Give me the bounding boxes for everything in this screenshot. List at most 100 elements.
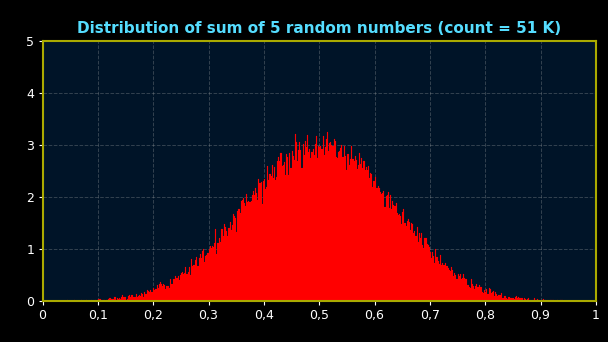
Bar <box>313 148 314 301</box>
Bar <box>226 231 227 301</box>
Bar <box>473 286 474 301</box>
Bar <box>183 274 184 301</box>
Bar <box>86 300 87 301</box>
Bar <box>482 292 483 301</box>
Bar <box>139 295 140 301</box>
Bar <box>91 300 92 301</box>
Bar <box>141 293 142 301</box>
Bar <box>126 300 128 301</box>
Bar <box>142 294 143 301</box>
Bar <box>287 157 288 301</box>
Bar <box>398 215 399 301</box>
Bar <box>447 268 449 301</box>
Bar <box>452 271 453 301</box>
Bar <box>150 290 151 301</box>
Bar <box>483 293 484 301</box>
Bar <box>288 174 289 301</box>
Bar <box>280 153 282 301</box>
Bar <box>122 295 123 301</box>
Bar <box>219 242 221 301</box>
Bar <box>173 278 174 301</box>
Bar <box>450 272 451 301</box>
Bar <box>102 300 103 301</box>
Bar <box>147 290 148 301</box>
Bar <box>311 152 313 301</box>
Bar <box>192 266 193 301</box>
Bar <box>193 265 194 301</box>
Bar <box>111 299 112 301</box>
Bar <box>130 298 131 301</box>
Bar <box>426 238 427 301</box>
Bar <box>172 284 173 301</box>
Bar <box>441 265 442 301</box>
Bar <box>339 150 340 301</box>
Bar <box>408 219 409 301</box>
Bar <box>365 167 367 301</box>
Bar <box>263 181 264 301</box>
Bar <box>113 300 114 301</box>
Bar <box>437 256 438 301</box>
Bar <box>525 300 526 301</box>
Bar <box>250 200 252 301</box>
Bar <box>465 279 466 301</box>
Bar <box>392 201 393 301</box>
Bar <box>533 300 534 301</box>
Bar <box>108 300 109 301</box>
Bar <box>196 256 198 301</box>
Bar <box>418 242 419 301</box>
Bar <box>278 157 279 301</box>
Bar <box>420 238 421 301</box>
Bar <box>123 298 125 301</box>
Bar <box>551 300 553 301</box>
Bar <box>403 209 404 301</box>
Bar <box>364 161 365 301</box>
Bar <box>119 299 120 301</box>
Bar <box>472 284 473 301</box>
Bar <box>446 266 447 301</box>
Bar <box>496 294 497 301</box>
Bar <box>484 290 485 301</box>
Bar <box>267 167 268 301</box>
Bar <box>232 224 233 301</box>
Bar <box>372 187 373 301</box>
Bar <box>242 199 243 301</box>
Bar <box>373 181 375 301</box>
Bar <box>370 172 371 301</box>
Bar <box>121 298 122 301</box>
Bar <box>527 300 528 301</box>
Bar <box>519 299 520 301</box>
Bar <box>296 143 297 301</box>
Bar <box>344 146 345 301</box>
Bar <box>402 212 403 301</box>
Bar <box>377 188 378 301</box>
Bar <box>114 297 116 301</box>
Bar <box>209 249 210 301</box>
Bar <box>204 262 206 301</box>
Bar <box>486 289 488 301</box>
Bar <box>202 251 203 301</box>
Bar <box>460 275 461 301</box>
Bar <box>181 273 182 301</box>
Bar <box>157 288 159 301</box>
Bar <box>434 263 435 301</box>
Bar <box>279 161 280 301</box>
Bar <box>176 277 178 301</box>
Bar <box>266 187 267 301</box>
Bar <box>389 208 390 301</box>
Bar <box>464 277 465 301</box>
Bar <box>190 275 191 301</box>
Bar <box>223 236 224 301</box>
Bar <box>488 288 489 301</box>
Bar <box>453 276 454 301</box>
Bar <box>161 284 162 301</box>
Bar <box>325 146 326 301</box>
Bar <box>109 298 110 301</box>
Bar <box>333 145 334 301</box>
Title: Distribution of sum of 5 random numbers (count = 51 K): Distribution of sum of 5 random numbers … <box>77 21 561 36</box>
Bar <box>495 292 496 301</box>
Bar <box>164 285 165 301</box>
Bar <box>272 166 273 301</box>
Bar <box>416 226 418 301</box>
Bar <box>542 300 543 301</box>
Bar <box>101 300 102 301</box>
